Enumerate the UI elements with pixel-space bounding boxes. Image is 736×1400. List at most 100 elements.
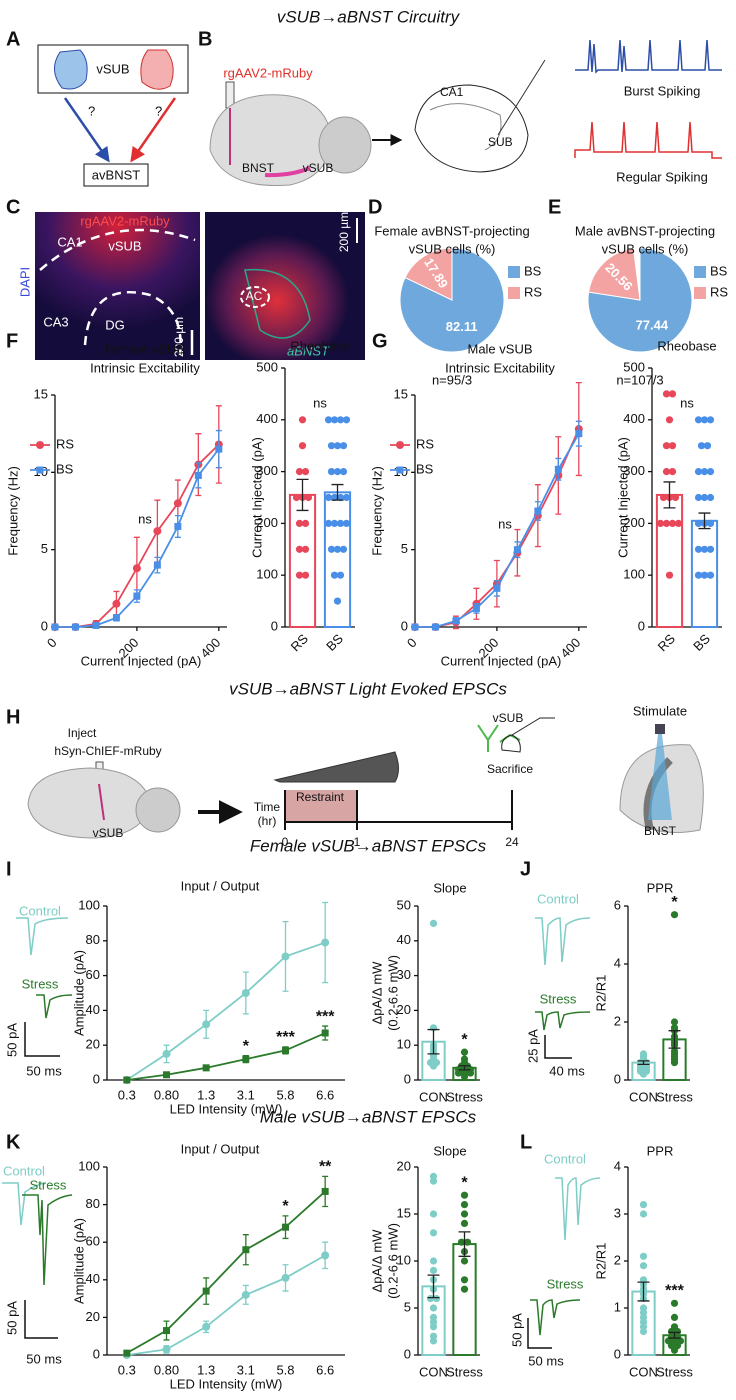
marker — [321, 938, 330, 947]
data-point — [426, 1295, 435, 1303]
y-tick-label: 0 — [614, 1071, 621, 1086]
legend-label: RS — [524, 284, 542, 299]
data-point — [432, 1295, 441, 1303]
data-point — [670, 1018, 679, 1026]
legend-label: BS — [524, 263, 542, 278]
trace — [574, 121, 722, 159]
label: vSUB — [93, 826, 124, 840]
marker — [282, 1223, 289, 1231]
significance: * — [671, 894, 678, 911]
marker — [112, 599, 121, 608]
y-tick-label: 0 — [93, 1071, 100, 1086]
data-point — [460, 1276, 469, 1284]
label: vSUB — [493, 711, 524, 725]
data-point — [665, 571, 674, 579]
electrode — [497, 59, 546, 136]
legend-marker — [396, 441, 404, 449]
x-tick-label: 0.3 — [118, 1087, 136, 1102]
recording — [501, 717, 555, 753]
y-tick-label: 60 — [86, 1234, 100, 1249]
data-point — [706, 545, 715, 553]
x-tick-label: CON — [419, 1089, 448, 1104]
box — [83, 163, 149, 187]
x-tick-label: 0.80 — [154, 1362, 179, 1377]
panel-label: H — [6, 706, 20, 728]
marker — [431, 623, 439, 631]
data-point — [700, 545, 709, 553]
trace — [2, 1182, 46, 1226]
panel-h: Inject hSyn-ChIEF-mRuby vSUB Restraint T… — [27, 703, 704, 849]
error-bar — [427, 1274, 440, 1299]
data-point — [330, 416, 339, 424]
cerebellum — [135, 787, 181, 833]
marker — [282, 1046, 289, 1054]
y-tick-label: 10 — [397, 1252, 411, 1267]
panel-label: G — [372, 330, 388, 352]
pie-slice — [404, 247, 453, 301]
marker — [132, 564, 141, 573]
scale-bar — [527, 1318, 552, 1349]
label: Inject — [68, 726, 97, 740]
trace — [16, 917, 69, 956]
data-point — [333, 597, 342, 605]
y-tick-label: 2 — [614, 1252, 621, 1267]
y-tick-label: 80 — [86, 1196, 100, 1211]
error-bar — [331, 483, 344, 501]
marker — [153, 527, 162, 536]
y-tick-label: 200 — [623, 515, 645, 530]
panel-label: C — [6, 196, 20, 218]
y-tick-label: 20 — [397, 1002, 411, 1017]
marker — [321, 1187, 329, 1195]
label: vSUB — [108, 238, 141, 253]
trace — [555, 1177, 601, 1241]
legend-label: BS — [56, 461, 74, 476]
data-point — [324, 416, 333, 424]
legend-swatch — [694, 266, 706, 278]
y-tick-label: 4 — [614, 955, 621, 970]
injection — [98, 783, 105, 821]
x-tick-label: RS — [655, 631, 679, 655]
y-tick-label: 0 — [41, 618, 48, 633]
y-axis-label: Amplitude (pA) — [71, 1218, 86, 1304]
panel-label: K — [6, 1131, 21, 1153]
trace-label: Stress — [540, 991, 577, 1006]
marker — [411, 623, 419, 631]
chart-title: Slope — [433, 880, 466, 895]
scale-bar — [24, 1022, 60, 1057]
panel-c: rgAAV2-mRuby DAPI CA1 vSUB CA3 DG AC aBN… — [17, 212, 365, 360]
chart-title: Rheobase — [290, 338, 349, 353]
x-tick-label: 0 — [44, 635, 60, 651]
y-axis-label: (0.2-6.6 mW) — [385, 955, 400, 1031]
cerebellum — [318, 116, 372, 174]
data-point — [304, 493, 313, 502]
label: hSyn-ChIEF-mRuby — [54, 744, 161, 758]
image — [35, 212, 200, 360]
y-tick-label: 0 — [404, 1071, 411, 1086]
traces: Control Stress 50 pA 50 ms Control Stres… — [2, 891, 601, 1368]
annotation: ns — [313, 395, 327, 410]
scale-label: 40 ms — [549, 1063, 585, 1078]
y-tick-label: 100 — [256, 567, 278, 582]
image — [205, 212, 365, 360]
label: rgAAV2-mRuby — [80, 213, 170, 228]
series-line — [126, 941, 326, 1081]
y-tick-label: 2 — [614, 1013, 621, 1028]
data-point — [301, 545, 310, 553]
data-point — [694, 493, 703, 502]
data-point — [674, 519, 683, 528]
marker — [162, 1345, 171, 1354]
y-tick-label: 60 — [86, 967, 100, 982]
data-point — [706, 468, 715, 476]
marker — [162, 1049, 171, 1058]
data-point — [429, 1323, 438, 1331]
data-point — [694, 468, 703, 476]
data-point — [662, 442, 671, 450]
panel-a: vSUB ? ? avBNST — [37, 44, 189, 187]
significance: * — [282, 1198, 289, 1215]
data-point — [429, 1337, 438, 1345]
data-point — [700, 468, 709, 476]
data-point — [460, 1257, 469, 1265]
label: ? — [88, 103, 95, 118]
x-tick-label: 1.3 — [197, 1362, 215, 1377]
y-tick-label: 20 — [86, 1309, 100, 1324]
